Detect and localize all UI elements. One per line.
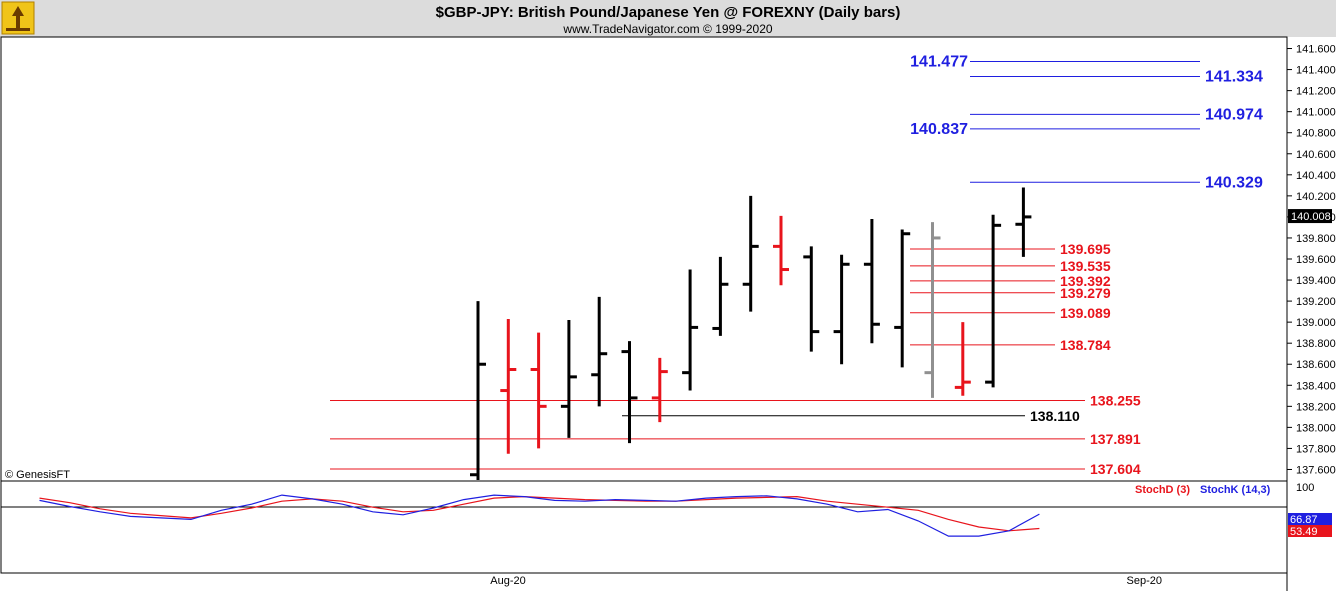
price-axis: 141.600 141.400 141.200 141.000 140.800 140.6…: [1, 44, 1336, 587]
price-tick-label: 141.400: [1296, 65, 1336, 77]
price-tick-label: 140.400: [1296, 170, 1336, 182]
level-label-137-891: 137.891: [1090, 431, 1141, 447]
stoch-tick-label: 100: [1296, 482, 1314, 494]
x-tick-label: Aug-20: [490, 575, 525, 587]
level-label-139-279: 139.279: [1060, 285, 1111, 301]
ohlc-bar: [803, 246, 820, 352]
ohlc-bar: [530, 332, 547, 449]
stoch-line-red: [39, 495, 1040, 532]
stoch-k-value: 66.87: [1290, 514, 1318, 526]
bars-layer: [470, 187, 1032, 480]
level-label-141-477: 141.477: [910, 53, 968, 70]
watermark: © GenesisFT: [5, 469, 70, 481]
price-tick-label: 139.600: [1296, 254, 1336, 266]
stoch-k-tag: [1288, 513, 1332, 525]
levels-layer: 141.477 141.334 140.974 140.837 140.329 139.6…: [330, 53, 1263, 477]
ohlc-bar: [560, 320, 577, 438]
last-price-tag: [1288, 209, 1332, 224]
ohlc-bar: [954, 322, 971, 396]
price-tick-label: 140.200: [1296, 191, 1336, 203]
level-label-140-329: 140.329: [1205, 174, 1263, 191]
header-band: [0, 0, 1336, 37]
stoch-d-tag: [1288, 525, 1332, 537]
price-tick-label: 140.800: [1296, 128, 1336, 140]
stoch-legend-blue: StochK (14,3): [1200, 484, 1271, 496]
ohlc-bar: [742, 195, 759, 312]
ohlc-bar: [591, 296, 608, 407]
ohlc-bar: [894, 229, 911, 368]
price-tick-label: 138.000: [1296, 422, 1336, 434]
level-label-138-110: 138.110: [1030, 408, 1080, 424]
stoch-d-value: 53.49: [1290, 526, 1318, 538]
level-label-140-974: 140.974: [1205, 106, 1263, 123]
ohlc-bar: [863, 219, 880, 344]
ohlc-bar: [500, 318, 517, 454]
level-label-139-089: 139.089: [1060, 305, 1111, 321]
price-tick-label: 137.800: [1296, 443, 1336, 455]
chart-subtitle: www.TradeNavigator.com © 1999-2020: [562, 22, 772, 36]
ohlc-bar: [773, 215, 789, 286]
price-tick-label: 138.400: [1296, 380, 1336, 392]
level-label-139-535: 139.535: [1060, 258, 1111, 274]
ohlc-bar: [682, 269, 699, 391]
level-label-139-695: 139.695: [1060, 241, 1111, 257]
price-tick-label: 138.800: [1296, 338, 1336, 350]
stoch-legend-red: StochD (3): [1135, 484, 1190, 496]
price-tick-label: 139.800: [1296, 233, 1336, 245]
level-label-138-255: 138.255: [1090, 393, 1141, 409]
logo-icon: [1, 1, 35, 35]
ohlc-bar: [651, 357, 668, 423]
price-tick-label: 140.600: [1296, 149, 1336, 161]
price-tick-label: 141.000: [1296, 107, 1336, 119]
ohlc-bar: [924, 222, 941, 398]
stoch-line-blue: [39, 494, 1040, 537]
level-label-139-392: 139.392: [1060, 273, 1111, 289]
price-tick-label: 138.200: [1296, 401, 1336, 413]
last-price-label: 140.008: [1291, 211, 1331, 223]
ohlc-bar: [833, 254, 850, 365]
price-tick-label: 139.000: [1296, 317, 1336, 329]
level-label-140-837: 140.837: [910, 121, 968, 138]
level-label-138-784: 138.784: [1060, 337, 1111, 353]
price-tick-label: 138.600: [1296, 359, 1336, 371]
ohlc-bar: [1015, 187, 1032, 257]
price-tick-label: 137.600: [1296, 464, 1336, 476]
price-tick-label: 141.200: [1296, 86, 1336, 98]
ohlc-bar: [985, 214, 1002, 388]
x-tick-label: Sep-20: [1127, 575, 1162, 587]
level-label-141-334: 141.334: [1205, 69, 1263, 86]
ohlc-bar: [621, 341, 638, 444]
ohlc-bar: [470, 301, 486, 480]
price-tick-label: 139.200: [1296, 296, 1336, 308]
price-tick-label: 139.400: [1296, 275, 1336, 287]
ohlc-bar: [712, 256, 729, 336]
level-label-137-604: 137.604: [1090, 461, 1141, 477]
chart-title: $GBP-JPY: British Pound/Japanese Yen @ F…: [436, 4, 901, 21]
price-tick-label: 141.600: [1296, 44, 1336, 56]
